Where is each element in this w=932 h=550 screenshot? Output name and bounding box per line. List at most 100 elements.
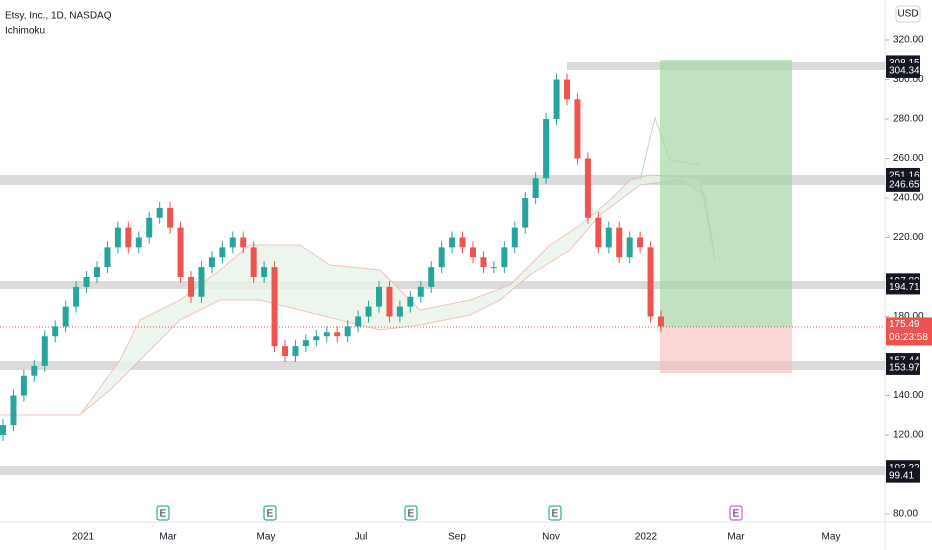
candle bbox=[271, 267, 278, 347]
last-price-tag bbox=[886, 317, 932, 346]
zones bbox=[0, 60, 885, 475]
price-tag bbox=[886, 176, 920, 192]
candle bbox=[407, 296, 414, 307]
candle bbox=[125, 227, 132, 248]
currency: USD bbox=[897, 9, 918, 20]
candle bbox=[470, 247, 476, 258]
candle bbox=[334, 332, 341, 337]
candle bbox=[647, 247, 654, 317]
x-tick-label: Mar bbox=[727, 532, 745, 543]
candle bbox=[20, 375, 27, 396]
candle bbox=[240, 237, 247, 248]
candle bbox=[658, 316, 664, 327]
candle bbox=[208, 257, 215, 268]
chart-title: Etsy, Inc., 1D, NASDAQ bbox=[5, 11, 112, 22]
candle bbox=[229, 237, 236, 248]
candle bbox=[62, 306, 69, 327]
candle bbox=[0, 425, 6, 435]
price-tag-label: 99.41 bbox=[889, 470, 914, 481]
indicator-name: Ichimoku bbox=[5, 26, 45, 37]
y-tick-label: 120.00 bbox=[893, 430, 924, 441]
y-tick-label: 300.00 bbox=[893, 74, 924, 85]
earnings-badge bbox=[729, 505, 743, 521]
earnings-label: E bbox=[408, 509, 415, 520]
earnings-label: E bbox=[160, 509, 167, 520]
candle bbox=[553, 79, 560, 119]
target-zone bbox=[660, 60, 792, 327]
stop-zone bbox=[660, 327, 792, 373]
candle bbox=[595, 217, 602, 248]
price-tag bbox=[886, 279, 920, 295]
price-tag-label: 251.16 bbox=[889, 171, 920, 182]
y-tick-label: 240.00 bbox=[893, 193, 924, 204]
candle bbox=[282, 346, 288, 356]
candle bbox=[83, 277, 90, 287]
candle bbox=[156, 207, 163, 218]
price-tag bbox=[886, 62, 920, 78]
level-band bbox=[0, 281, 885, 289]
y-tick-label: 320.00 bbox=[893, 35, 924, 46]
y-tick-label: 180.00 bbox=[893, 311, 924, 322]
level-band bbox=[0, 466, 885, 475]
y-tick-label: 80.00 bbox=[893, 509, 918, 520]
y-tick-label: 220.00 bbox=[893, 232, 924, 243]
x-tick-label: Sep bbox=[448, 532, 466, 543]
level-band bbox=[0, 361, 885, 370]
candle bbox=[501, 247, 508, 268]
candle bbox=[292, 346, 299, 356]
y-tick-label: 280.00 bbox=[893, 114, 924, 125]
candle bbox=[637, 237, 644, 248]
candle bbox=[564, 79, 570, 100]
candle bbox=[52, 326, 59, 337]
candle bbox=[344, 326, 351, 337]
candle bbox=[73, 286, 80, 307]
candle bbox=[355, 316, 362, 327]
earnings-badge bbox=[404, 505, 418, 521]
earnings-badge bbox=[156, 505, 170, 521]
x-tick-label: May bbox=[822, 532, 841, 543]
y-tick-label: 260.00 bbox=[893, 153, 924, 164]
candle bbox=[490, 267, 497, 269]
candle bbox=[584, 158, 591, 218]
earnings-badge bbox=[548, 505, 562, 521]
candle bbox=[626, 237, 633, 258]
price-tag-label: 304.34 bbox=[889, 66, 920, 77]
candle bbox=[417, 286, 424, 297]
countdown: 06:23:58 bbox=[889, 332, 928, 343]
price-tag-label: 153.97 bbox=[889, 363, 920, 374]
candle bbox=[313, 336, 320, 341]
earnings-label: E bbox=[733, 509, 740, 520]
candle bbox=[41, 336, 48, 366]
currency-button[interactable] bbox=[895, 5, 921, 23]
last-price: 175.49 bbox=[889, 319, 920, 330]
candle bbox=[386, 286, 393, 317]
earnings-label: E bbox=[267, 509, 274, 520]
candle bbox=[10, 395, 17, 426]
x-tick-label: 2022 bbox=[635, 532, 658, 543]
candle bbox=[135, 237, 142, 248]
candle bbox=[114, 227, 121, 248]
candle bbox=[449, 237, 456, 248]
candle bbox=[31, 365, 38, 376]
earnings-label: E bbox=[552, 509, 559, 520]
x-tick-label: Jul bbox=[355, 532, 368, 543]
candle bbox=[177, 227, 184, 277]
candle bbox=[250, 247, 257, 277]
candle bbox=[104, 247, 111, 268]
price-tag-label: 194.71 bbox=[889, 282, 920, 293]
candle bbox=[167, 207, 174, 228]
candle bbox=[459, 237, 466, 248]
x-tick-label: 2021 bbox=[72, 532, 95, 543]
candle bbox=[428, 267, 435, 287]
price-tag bbox=[886, 467, 920, 483]
candles bbox=[0, 73, 664, 441]
level-band bbox=[0, 175, 885, 185]
price-tag-label: 246.65 bbox=[889, 180, 920, 191]
candle bbox=[188, 277, 194, 297]
x-tick-label: Nov bbox=[542, 532, 560, 543]
candle bbox=[365, 306, 372, 317]
candle bbox=[616, 227, 623, 258]
candle bbox=[198, 267, 205, 297]
y-tick-label: 140.00 bbox=[893, 390, 924, 401]
